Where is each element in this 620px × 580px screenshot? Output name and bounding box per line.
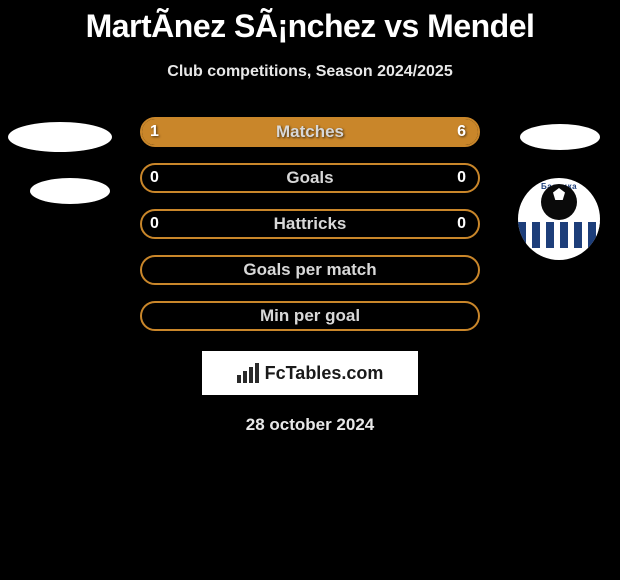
player-badge-left: [8, 122, 112, 152]
club-logo-right: Балтика: [518, 178, 600, 260]
watermark-text: FcTables.com: [265, 363, 384, 384]
stat-label: Goals: [140, 163, 480, 193]
date-label: 28 october 2024: [0, 415, 620, 435]
stat-label: Min per goal: [140, 301, 480, 331]
page-title: MartÃ­nez SÃ¡nchez vs Mendel: [0, 0, 620, 45]
subtitle: Club competitions, Season 2024/2025: [0, 63, 620, 81]
player-badge-right: [520, 124, 600, 150]
stat-label: Matches: [140, 117, 480, 147]
watermark: FcTables.com: [202, 351, 418, 395]
stat-value-right: 0: [457, 163, 466, 193]
stat-label: Goals per match: [140, 255, 480, 285]
stat-row: Min per goal: [0, 301, 620, 331]
stat-label: Hattricks: [140, 209, 480, 239]
stat-value-right: 6: [457, 117, 466, 147]
stat-value-right: 0: [457, 209, 466, 239]
club-logo-stripes: [518, 222, 600, 248]
stat-row: Goals per match: [0, 255, 620, 285]
stat-value-left: 0: [150, 209, 159, 239]
bar-chart-icon: [237, 363, 261, 383]
soccer-ball-icon: [541, 184, 577, 220]
stat-value-left: 1: [150, 117, 159, 147]
player-badge-left: [30, 178, 110, 204]
stat-value-left: 0: [150, 163, 159, 193]
